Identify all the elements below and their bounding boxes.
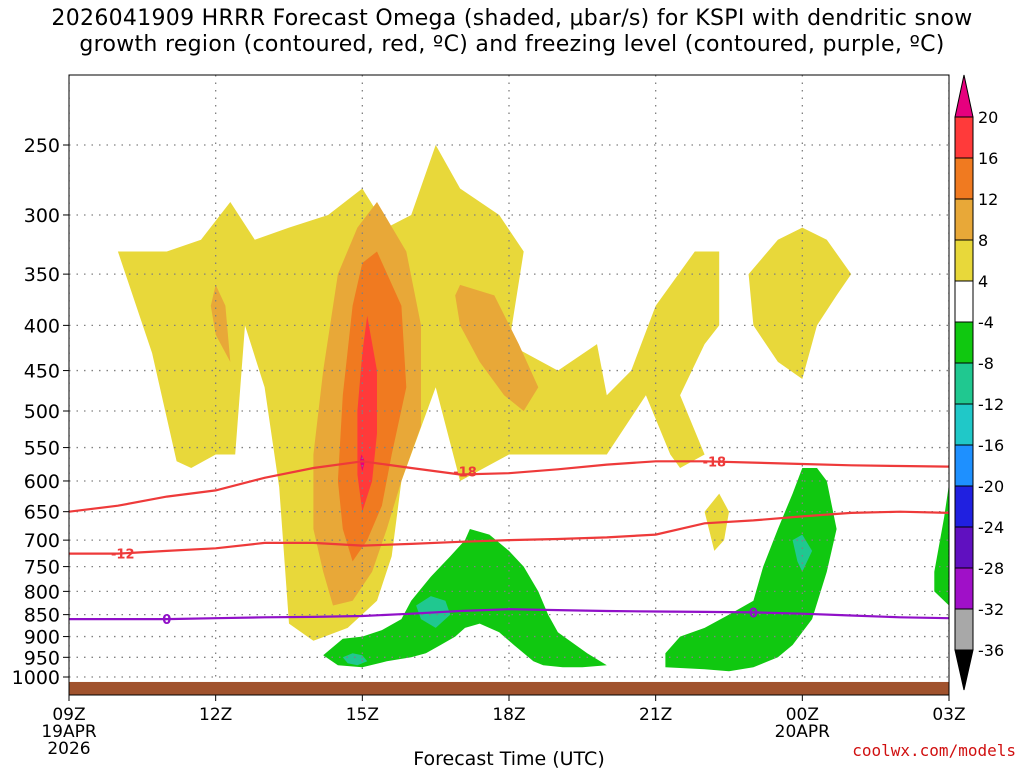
ground-surface <box>69 681 949 695</box>
y-tick-label-650: 650 <box>24 502 60 524</box>
colorbar-label-20: 20 <box>978 108 998 127</box>
colorbar-segment-9 <box>954 485 974 528</box>
x-tick-date-09Z: 19APR <box>41 722 97 742</box>
colorbar-segment-8 <box>954 444 974 487</box>
contour-label--12-0: -12 <box>111 548 135 563</box>
y-tick-label-450: 450 <box>24 361 60 383</box>
y-tick-label-950: 950 <box>24 647 60 669</box>
contour-label-0-1: 0 <box>749 606 758 621</box>
colorbar-label-8: 8 <box>978 231 988 250</box>
colorbar-label--32: -32 <box>978 600 1004 619</box>
colorbar-segment-5 <box>954 321 974 364</box>
omega-region-5 <box>455 284 539 411</box>
contour--12 <box>69 510 949 555</box>
colorbar-segment-2 <box>954 198 974 241</box>
y-tick-label-1000: 1000 <box>12 667 60 689</box>
omega-region-8 <box>359 454 365 472</box>
x-tick-label-15Z: 15Z <box>346 705 379 725</box>
y-tick-label-850: 850 <box>24 605 60 627</box>
omega-region-4 <box>210 284 231 362</box>
colorbar-label--36: -36 <box>978 641 1004 660</box>
contour--18 <box>69 460 949 513</box>
colorbar-label--8: -8 <box>978 354 994 373</box>
colorbar-label-4: 4 <box>978 272 988 291</box>
contour-label-0-0: 0 <box>162 613 171 628</box>
y-tick-label-400: 400 <box>24 315 60 337</box>
colorbar-segment-3 <box>954 239 974 282</box>
colorbar-segment-1 <box>954 157 974 200</box>
temperature-contours: -18 -18 -12 0 0 <box>69 455 949 628</box>
omega-region-10 <box>342 653 368 666</box>
omega-region-1 <box>748 227 852 379</box>
y-axis: 2503003504004505005506006507007508008509… <box>12 135 69 689</box>
colorbar-label--16: -16 <box>978 436 1004 455</box>
colorbar-label-16: 16 <box>978 149 998 168</box>
x-tick-label-00Z: 00Z <box>786 705 819 725</box>
x-tick-label-09Z: 09Z <box>52 705 85 725</box>
omega-shading <box>117 145 949 672</box>
x-tick-year-09Z: 2026 <box>47 739 90 759</box>
colorbar-segment-6 <box>954 362 974 405</box>
colorbar-segment-bottom <box>954 649 974 691</box>
colorbar-label--12: -12 <box>978 395 1004 414</box>
omega-region-9 <box>323 529 607 668</box>
colorbar-segment-11 <box>954 567 974 610</box>
colorbar-label--28: -28 <box>978 559 1004 578</box>
chart-title-line2: growth region (contoured, red, ºC) and f… <box>79 32 945 57</box>
y-tick-label-550: 550 <box>24 438 60 460</box>
x-axis-title: Forecast Time (UTC) <box>413 748 604 768</box>
y-tick-label-500: 500 <box>24 401 60 423</box>
colorbar-segment-12 <box>954 608 974 651</box>
y-tick-label-300: 300 <box>24 205 60 227</box>
contour-label--18-1: -18 <box>703 455 727 470</box>
colorbar-label-12: 12 <box>978 190 998 209</box>
omega-region-12 <box>665 468 837 672</box>
x-tick-label-21Z: 21Z <box>639 705 672 725</box>
chart-title: 2026041909 HRRR Forecast Omega (shaded, … <box>0 6 1024 58</box>
colorbar-label--4: -4 <box>978 313 994 332</box>
y-tick-label-750: 750 <box>24 557 60 579</box>
contour-label--18-0: -18 <box>453 465 477 480</box>
y-tick-label-800: 800 <box>24 581 60 603</box>
y-tick-label-350: 350 <box>24 264 60 286</box>
x-tick-label-03Z: 03Z <box>932 705 965 725</box>
colorbar-segment-10 <box>954 526 974 569</box>
contour-0 <box>69 608 949 621</box>
omega-region-13 <box>792 534 813 572</box>
y-tick-label-700: 700 <box>24 530 60 552</box>
colorbar-segment-0 <box>954 116 974 159</box>
colorbar-segment-7 <box>954 403 974 446</box>
y-tick-label-250: 250 <box>24 135 60 157</box>
x-tick-label-12Z: 12Z <box>199 705 232 725</box>
x-tick-label-18Z: 18Z <box>492 705 525 725</box>
y-tick-label-900: 900 <box>24 627 60 649</box>
colorbar-label--24: -24 <box>978 518 1004 537</box>
watermark: coolwx.com/models <box>852 741 1016 760</box>
omega-region-14 <box>934 484 949 606</box>
y-tick-label-600: 600 <box>24 471 60 493</box>
colorbar-legend: 20 16 12 8 4 -4 -8 -12 -16 -20 -24 -28 -32 -36 <box>954 74 1004 691</box>
chart-title-line1: 2026041909 HRRR Forecast Omega (shaded, … <box>51 6 973 31</box>
colorbar-label--20: -20 <box>978 477 1004 496</box>
colorbar-segment-top <box>954 74 974 118</box>
x-tick-date-00Z: 20APR <box>775 722 831 742</box>
colorbar-segment-4 <box>954 280 974 323</box>
